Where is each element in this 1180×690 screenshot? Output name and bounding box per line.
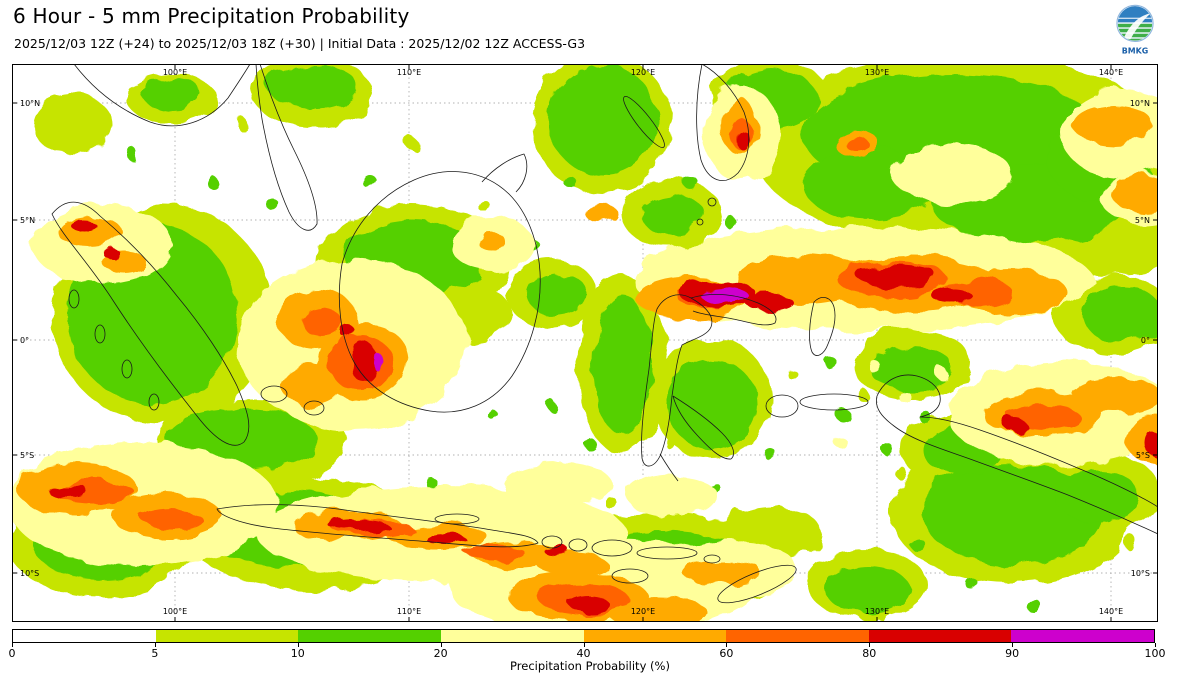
lat-label: 10°S	[1131, 569, 1150, 578]
colorbar-tick-label: 0	[8, 647, 16, 660]
coastline-flores	[636, 546, 698, 560]
coastline-borneo	[338, 171, 541, 413]
lat-label: 0°	[1141, 336, 1150, 345]
latitude-labels-right: 10°N 5°N 0° 5°S 10°S	[1130, 99, 1150, 578]
precipitation-map: 100°E 110°E 120°E 130°E 140°E 100°E 110°…	[12, 64, 1158, 622]
coastline-sulu-island	[707, 197, 717, 207]
coastline-sulawesi-north-arm	[690, 294, 777, 326]
coastline-mentawai	[121, 359, 133, 379]
coastline-madura	[434, 513, 480, 525]
longitude-labels-top: 100°E 110°E 120°E 130°E 140°E	[163, 68, 1123, 77]
colorbar-segment	[726, 630, 869, 642]
precip-prob-80-90	[49, 130, 1158, 612]
lon-label: 120°E	[631, 607, 655, 616]
coastline-sumba	[611, 568, 649, 584]
colorbar-tick	[583, 643, 585, 647]
colorbar-tick-label: 20	[433, 647, 448, 660]
colorbar-tick-label: 80	[862, 647, 877, 660]
lat-label: 5°S	[20, 451, 34, 460]
lat-label: 5°N	[20, 216, 35, 225]
bmkg-logo: BMKG	[1116, 4, 1154, 55]
coastline-mentawai	[68, 289, 80, 309]
coastline-sabah	[481, 153, 528, 193]
colorbar-bar	[12, 629, 1155, 643]
precipitation-shading	[12, 64, 1158, 622]
page-title: 6 Hour - 5 mm Precipitation Probability	[13, 4, 410, 28]
colorbar-segment	[1011, 630, 1154, 642]
coastline-seram	[799, 393, 869, 411]
colorbar-tick	[869, 643, 871, 647]
coastline-belitung	[303, 400, 325, 416]
lat-label: 5°S	[1136, 451, 1150, 460]
coastline-mentawai	[148, 393, 160, 411]
colorbar-tick	[1155, 643, 1156, 647]
colorbar-title: Precipitation Probability (%)	[510, 659, 670, 673]
colorbar-segment	[868, 630, 1012, 642]
colorbar-tick	[1012, 643, 1014, 647]
colorbar: 0 5 10 20 40 60 80 90 100	[8, 629, 1166, 663]
coastline-malay-peninsula	[255, 64, 318, 231]
lon-label: 100°E	[163, 607, 187, 616]
colorbar-tick-label: 100	[1144, 647, 1166, 660]
coastline-papua	[875, 374, 1158, 535]
colorbar-tick-label: 10	[290, 647, 305, 660]
lat-label: 10°N	[20, 99, 40, 108]
lat-label: 10°S	[20, 569, 39, 578]
colorbar-tick	[154, 643, 156, 647]
lon-label: 130°E	[865, 607, 889, 616]
coastline-sumbawa	[591, 539, 633, 557]
coastline-palawan	[623, 96, 665, 148]
colorbar-segment	[155, 630, 299, 642]
logo-text: BMKG	[1122, 46, 1149, 55]
colorbar-segment	[13, 630, 156, 642]
map-border	[12, 64, 1158, 622]
colorbar-segment	[298, 630, 441, 642]
coastline-timor	[717, 564, 797, 604]
coastline-bali	[541, 535, 563, 549]
colorbar-tick	[726, 643, 728, 647]
logo-swoosh	[1123, 13, 1151, 40]
lon-label: 140°E	[1099, 607, 1123, 616]
coastline-sulu-island	[696, 218, 704, 226]
lon-label: 140°E	[1099, 68, 1123, 77]
colorbar-tick	[12, 643, 13, 647]
lon-label: 130°E	[865, 68, 889, 77]
latitude-labels-left: 10°N 5°N 0° 5°S 10°S	[20, 99, 40, 578]
colorbar-segment	[440, 630, 584, 642]
colorbar-tick	[440, 643, 442, 647]
lon-label: 110°E	[397, 68, 421, 77]
lat-label: 0°	[20, 336, 29, 345]
colorbar-tick-label: 60	[719, 647, 734, 660]
lon-label: 110°E	[397, 607, 421, 616]
coastline-alor	[703, 554, 721, 564]
forecast-period-subtitle: 2025/12/03 12Z (+24) to 2025/12/03 18Z (…	[14, 36, 586, 51]
coastline-halmahera	[809, 297, 836, 356]
coastline-sumatra	[51, 201, 250, 446]
lat-label: 5°N	[1135, 216, 1150, 225]
colorbar-segment	[583, 630, 727, 642]
coastline-sulawesi-sw-arm	[659, 453, 679, 482]
coastline-buru	[765, 394, 799, 418]
colorbar-tick-label: 40	[576, 647, 591, 660]
coastlines	[51, 64, 1158, 604]
lon-label: 120°E	[631, 68, 655, 77]
coastline-sulawesi	[641, 294, 713, 467]
coastline-java	[216, 504, 539, 548]
colorbar-tick	[297, 643, 299, 647]
coastline-lombok	[568, 538, 588, 552]
longitude-labels-bottom: 100°E 110°E 120°E 130°E 140°E	[163, 607, 1123, 616]
coastline-thailand	[73, 64, 251, 127]
coastline-mentawai	[94, 324, 106, 344]
lat-label: 10°N	[1130, 99, 1150, 108]
coastline-sulawesi-se-arm	[672, 395, 734, 460]
colorbar-tick-label: 90	[1005, 647, 1020, 660]
colorbar-tick-label: 5	[151, 647, 159, 660]
logo-stripes	[1117, 6, 1153, 41]
coastline-bangka	[260, 385, 288, 403]
coastline-mindanao	[696, 64, 750, 181]
lon-label: 100°E	[163, 68, 187, 77]
